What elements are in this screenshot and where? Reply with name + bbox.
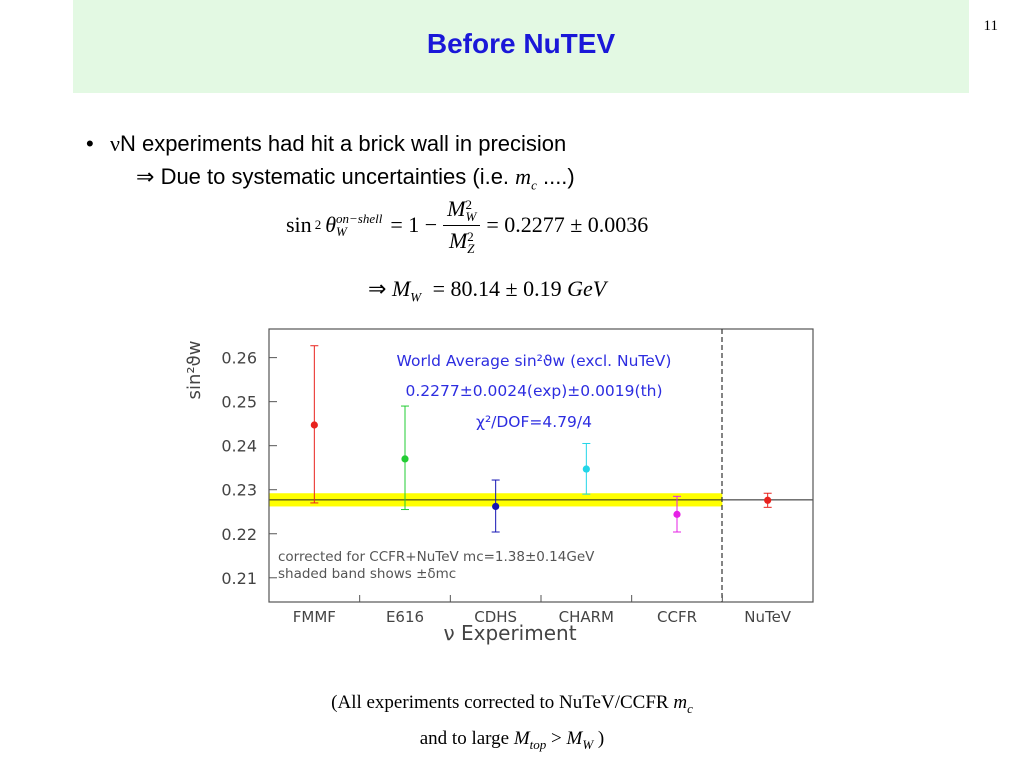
sin-func: sin: [286, 212, 312, 238]
implies-arrow: ⇒: [136, 164, 155, 189]
x-category-label: CDHS: [474, 608, 517, 626]
mz-var: M: [448, 227, 468, 253]
eq2-arrow: ⇒: [368, 276, 387, 301]
bullet-list: • νN experiments had hit a brick wall in …: [86, 127, 575, 201]
correction-note: corrected for CCFR+NuTeV mc=1.38±0.14GeV: [278, 549, 595, 565]
theta-sub: W: [336, 224, 347, 240]
x-category-label: FMMF: [293, 608, 336, 626]
theta-var: θ: [325, 212, 336, 238]
theta-sup: on−shell: [336, 211, 383, 227]
w-mass-equation: ⇒ MW = 80.14 ± 0.19 GeV: [368, 276, 606, 305]
bullet-item: • νN experiments had hit a brick wall in …: [86, 127, 575, 160]
world-average-chi2: χ²/DOF=4.79/4: [476, 413, 592, 431]
data-point: [401, 455, 409, 463]
mc-var: m: [515, 164, 532, 189]
footer-mw-var: M: [566, 727, 583, 749]
title-bar: Before NuTEV: [73, 0, 969, 93]
y-tick-label: 0.23: [221, 481, 257, 500]
footer-line-1: (All experiments corrected to NuTeV/CCFR…: [0, 688, 1024, 724]
slide-title: Before NuTEV: [426, 28, 616, 59]
mc-sub: c: [531, 177, 537, 193]
footer-mtop-var: M: [513, 727, 530, 749]
world-average-title: World Average sin²ϑw (excl. NuTeV): [397, 352, 672, 370]
mw-value: = 80.14 ± 0.19: [432, 276, 562, 301]
mw2-sub: W: [410, 289, 422, 305]
world-average-value: 0.2277±0.0024(exp)±0.0019(th): [405, 382, 662, 400]
footer-mtop-sub: top: [529, 736, 547, 752]
mw-unit: GeV: [567, 276, 607, 301]
data-point: [582, 465, 590, 473]
sin2theta-chart: 0.21 0.22 0.23 0.24 0.25 0.26 FMMF E616 CDHS CHA…: [184, 328, 814, 645]
x-category-label: NuTeV: [744, 608, 792, 626]
slide-number: 11: [983, 18, 998, 34]
sub-bullet: ⇒ Due to systematic uncertainties (i.e. …: [86, 160, 575, 201]
eq1-result: = 0.2277 ± 0.0036: [486, 212, 649, 238]
y-tick-label: 0.25: [221, 393, 257, 412]
eq1-minus-part: = 1 −: [390, 212, 438, 238]
footer-text-1: (All experiments corrected to NuTeV/CCFR: [331, 692, 669, 713]
mw2-var: M: [391, 276, 411, 301]
mw-var: M: [447, 196, 466, 221]
footer-mc-var: m: [673, 692, 688, 713]
mz-sup: 2: [467, 228, 474, 244]
footer-text-2: and to large: [419, 727, 510, 749]
x-category-label: CCFR: [657, 608, 697, 626]
footer-mw-sub: W: [582, 736, 594, 752]
x-category-label: E616: [386, 608, 424, 626]
x-category-label: CHARM: [559, 608, 614, 626]
footer-gt: >: [551, 727, 562, 749]
footer-close: ): [597, 727, 605, 749]
data-point: [764, 496, 772, 504]
bullet-text: N experiments had hit a brick wall in pr…: [119, 131, 567, 156]
sin-power: 2: [314, 217, 322, 233]
y-tick-label: 0.26: [221, 349, 257, 368]
data-point: [310, 421, 318, 429]
y-axis-label: sin²ϑw: [184, 341, 205, 400]
y-tick-label: 0.24: [221, 437, 257, 456]
footer-mc-sub: c: [687, 700, 693, 716]
band-note: shaded band shows ±δmc: [278, 566, 456, 582]
footer-note: (All experiments corrected to NuTeV/CCFR…: [0, 688, 1024, 760]
data-point: [673, 510, 681, 518]
mw-sup: 2: [465, 196, 472, 212]
footer-line-2: and to large Mtop > MW ): [0, 724, 1024, 760]
mz-sub: Z: [467, 240, 475, 256]
sub-bullet-text: Due to systematic uncertainties (i.e.: [160, 164, 510, 189]
nu-symbol: ν: [110, 131, 120, 156]
y-tick-label: 0.21: [221, 569, 257, 588]
data-point: [492, 502, 500, 511]
bullet-dot: •: [86, 131, 94, 156]
x-axis-label: ν Experiment: [443, 621, 576, 645]
mw-sub: W: [465, 208, 477, 224]
sub-bullet-tail: ....): [542, 164, 575, 189]
y-tick-label: 0.22: [221, 525, 257, 544]
